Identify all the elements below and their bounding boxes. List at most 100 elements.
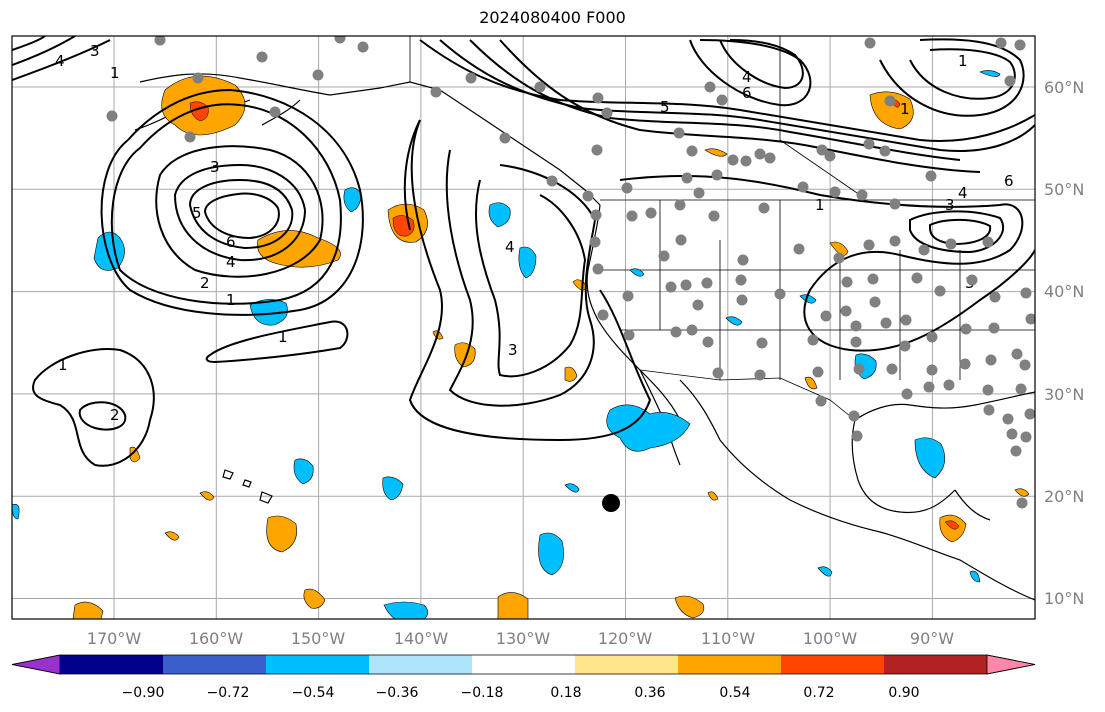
station-dot — [985, 354, 997, 366]
station-dot — [590, 209, 602, 221]
station-dot — [192, 72, 204, 84]
station-dot — [708, 210, 720, 222]
lon-label: 110°W — [701, 629, 756, 648]
lon-label: 160°W — [189, 629, 244, 648]
station-dot — [884, 95, 896, 107]
lat-label: 50°N — [1044, 180, 1084, 199]
station-dot — [960, 323, 972, 335]
station-dot — [900, 314, 912, 326]
station-dot — [154, 36, 166, 46]
station-dot — [1011, 348, 1023, 360]
station-dot — [626, 210, 638, 222]
station-dot — [815, 395, 827, 407]
station-dot — [983, 404, 995, 416]
station-dot — [589, 236, 601, 248]
contour-label: 2 — [110, 406, 120, 424]
station-dot — [312, 69, 324, 81]
station-dot — [1006, 428, 1018, 440]
contour-label: 6 — [742, 84, 752, 102]
station-dot — [889, 198, 901, 210]
station-dot — [592, 92, 604, 104]
colorbar-segment — [60, 655, 164, 674]
station-dot — [711, 169, 723, 181]
station-dot — [829, 186, 841, 198]
coastlines — [134, 73, 1035, 601]
station-dot — [106, 110, 118, 122]
colorbar-extend-low — [11, 654, 61, 675]
station-dot — [797, 181, 809, 193]
contour-label: 3 — [508, 341, 518, 359]
station-dot — [807, 334, 819, 346]
station-dot — [841, 276, 853, 288]
station-dot — [966, 274, 978, 286]
colorbar-tick: −0.72 — [207, 685, 250, 701]
station-dot — [833, 252, 845, 264]
station-dot — [357, 41, 369, 53]
map-plot-area: 3 5 6 4 2 1 1 1 2 4 3 5 4 6 1 1 6 4 3 1 … — [12, 36, 1035, 619]
station-dot — [899, 340, 911, 352]
lon-label: 140°W — [394, 629, 449, 648]
station-dot — [863, 138, 875, 150]
contour-label: 2 — [200, 274, 210, 292]
station-markers — [106, 36, 1035, 509]
contour-label: 3 — [210, 158, 220, 176]
station-dot — [673, 127, 685, 139]
station-dot — [911, 272, 923, 284]
station-dot — [686, 145, 698, 157]
lon-label: 130°W — [496, 629, 551, 648]
station-dot — [1025, 313, 1035, 325]
station-dot — [712, 367, 724, 379]
station-dot — [889, 235, 901, 247]
station-dot — [926, 331, 938, 343]
station-dot — [816, 144, 828, 156]
lat-label: 40°N — [1044, 282, 1084, 301]
negative-field — [12, 70, 1001, 619]
station-dot — [982, 236, 994, 248]
station-dot — [886, 363, 898, 375]
station-dot — [534, 81, 546, 93]
colorbar-tick: −0.18 — [461, 685, 504, 701]
station-dot — [840, 305, 852, 317]
station-dot — [1020, 431, 1032, 443]
station-dot — [869, 296, 881, 308]
station-dot — [727, 154, 739, 166]
station-dot — [736, 294, 748, 306]
station-dot — [1024, 408, 1035, 420]
colorbar-segment — [678, 655, 782, 674]
station-dot — [758, 202, 770, 214]
station-dot — [880, 317, 892, 329]
station-dot — [601, 107, 613, 119]
station-dot — [681, 172, 693, 184]
contour-label: 1 — [58, 356, 68, 374]
station-dot — [995, 37, 1007, 49]
lon-label: 170°W — [87, 629, 142, 648]
contour-label: 6 — [226, 233, 236, 251]
lat-label: 20°N — [1044, 487, 1084, 506]
colorbar-ticks: −0.90 −0.72 −0.54 −0.36 −0.18 0.18 0.36 … — [122, 685, 920, 701]
station-dot — [621, 182, 633, 194]
station-dot — [675, 234, 687, 246]
contour-label: 1 — [226, 291, 236, 309]
contour-label: 4 — [226, 253, 236, 271]
station-dot — [1016, 497, 1028, 509]
contour-label: 4 — [958, 184, 968, 202]
contour-label: 4 — [505, 238, 515, 256]
contour-label: 3 — [945, 196, 955, 214]
colorbar-segment — [884, 655, 988, 674]
station-dot — [853, 363, 865, 375]
station-dot — [674, 199, 686, 211]
lon-label: 90°W — [910, 629, 954, 648]
station-dot — [989, 291, 1001, 303]
station-dot — [702, 336, 714, 348]
station-dot — [680, 279, 692, 291]
location-marker — [602, 494, 620, 512]
station-dot — [592, 263, 604, 275]
station-dot — [582, 190, 594, 202]
station-dot — [959, 358, 971, 370]
station-dot — [665, 281, 677, 293]
contour-label: 5 — [192, 204, 202, 222]
station-dot — [812, 366, 824, 378]
map-title: 2024080400 F000 — [479, 8, 626, 27]
station-dot — [1010, 445, 1022, 457]
